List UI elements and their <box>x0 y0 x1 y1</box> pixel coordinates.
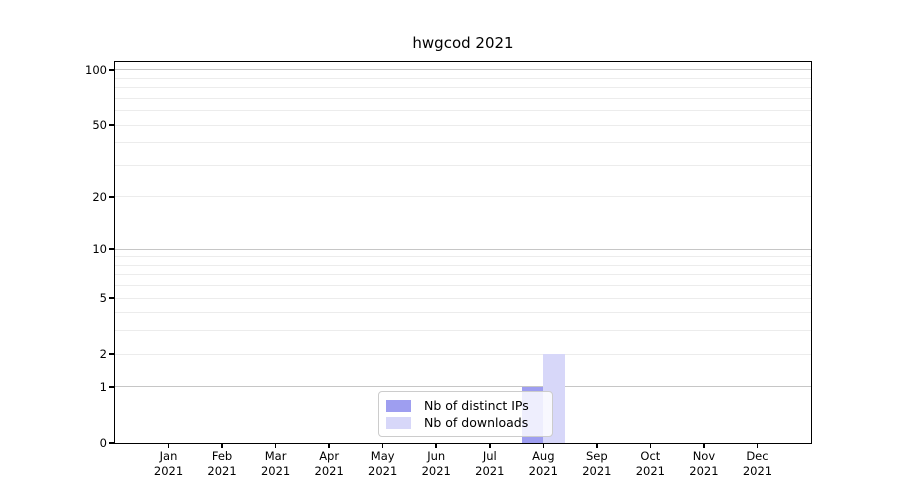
x-tick-mark <box>381 443 384 448</box>
minor-gridline <box>115 297 811 299</box>
x-tick-month: Nov <box>692 449 716 463</box>
x-tick-label: Jul 2021 <box>460 449 520 479</box>
x-tick-month: Aug <box>532 449 555 463</box>
minor-gridline <box>115 274 811 276</box>
y-tick-label: 5 <box>99 291 107 306</box>
x-tick-label: Mar 2021 <box>246 449 306 479</box>
y-tick-mark <box>109 69 114 71</box>
x-tick-year: 2021 <box>153 464 184 478</box>
x-tick-label: Sep 2021 <box>567 449 627 479</box>
minor-gridline <box>115 77 811 79</box>
x-tick-month: Feb <box>211 449 233 463</box>
x-tick-mark <box>756 443 759 448</box>
major-gridline <box>115 248 811 250</box>
x-tick-label: Dec 2021 <box>727 449 787 479</box>
x-tick-month: Apr <box>319 449 340 463</box>
x-tick-month: Mar <box>264 449 287 463</box>
x-tick-year: 2021 <box>528 464 558 478</box>
downloads-swatch-icon <box>386 416 411 429</box>
x-tick-mark <box>542 443 545 448</box>
x-tick-mark <box>489 443 491 448</box>
x-tick-year: 2021 <box>742 464 773 478</box>
minor-gridline <box>115 256 811 258</box>
x-tick-mark <box>596 443 598 448</box>
x-tick-mark <box>274 443 277 448</box>
x-tick-year: 2021 <box>207 464 237 478</box>
x-tick-year: 2021 <box>689 464 719 478</box>
x-tick-label: Aug 2021 <box>513 449 573 479</box>
minor-gridline <box>115 312 811 314</box>
x-tick-label: May 2021 <box>353 449 413 479</box>
legend-label: Nb of downloads <box>424 415 529 430</box>
y-tick-mark <box>109 196 114 198</box>
x-tick-mark <box>167 443 170 448</box>
y-tick-mark <box>109 442 114 444</box>
x-tick-mark <box>221 443 223 448</box>
minor-gridline <box>115 142 811 144</box>
legend: Nb of distinct IPs Nb of downloads <box>378 391 553 437</box>
x-tick-month: Dec <box>746 449 769 463</box>
x-tick-month: Jul <box>482 449 497 463</box>
x-tick-month: Sep <box>586 449 608 463</box>
x-tick-label: Jun 2021 <box>406 449 466 479</box>
y-tick-mark <box>109 353 114 355</box>
minor-gridline <box>115 353 811 355</box>
x-tick-label: Oct 2021 <box>620 449 680 479</box>
y-tick-label: 1 <box>99 379 107 394</box>
minor-gridline <box>115 285 811 287</box>
minor-gridline <box>115 196 811 198</box>
x-tick-mark <box>328 443 330 448</box>
y-tick-mark <box>109 297 114 299</box>
y-tick-mark <box>109 248 114 250</box>
legend-item-distinct-ips: Nb of distinct IPs <box>386 397 544 414</box>
x-tick-year: 2021 <box>475 464 505 478</box>
y-tick-label: 2 <box>99 347 107 362</box>
y-tick-label: 100 <box>85 62 107 77</box>
x-tick-label: Nov 2021 <box>674 449 734 479</box>
legend-label: Nb of distinct IPs <box>424 398 529 413</box>
x-tick-month: May <box>370 449 395 463</box>
x-tick-label: Jan 2021 <box>139 449 199 479</box>
x-tick-month: Jan <box>159 449 178 463</box>
y-tick-label: 0 <box>99 436 107 450</box>
minor-gridline <box>115 330 811 332</box>
y-tick-label: 10 <box>92 242 107 257</box>
minor-gridline <box>115 87 811 89</box>
x-tick-month: Oct <box>640 449 661 463</box>
x-tick-year: 2021 <box>635 464 666 478</box>
minor-gridline <box>115 110 811 112</box>
minor-gridline <box>115 164 811 166</box>
y-tick-label: 20 <box>92 189 107 204</box>
x-tick-year: 2021 <box>421 464 451 478</box>
x-tick-year: 2021 <box>368 464 398 478</box>
distinct-ips-swatch-icon <box>386 399 411 412</box>
chart-title: hwgcod 2021 <box>412 34 514 52</box>
y-tick-label: 50 <box>92 118 107 133</box>
x-tick-month: Jun <box>427 449 446 463</box>
x-tick-label: Apr 2021 <box>299 449 359 479</box>
major-gridline <box>115 386 811 388</box>
minor-gridline <box>115 124 811 126</box>
legend-item-downloads: Nb of downloads <box>386 414 544 431</box>
x-tick-year: 2021 <box>260 464 291 478</box>
x-tick-mark <box>435 443 437 448</box>
x-tick-mark <box>649 443 652 448</box>
minor-gridline <box>115 264 811 266</box>
major-gridline <box>115 69 811 71</box>
minor-gridline <box>115 97 811 99</box>
y-tick-mark <box>109 124 114 126</box>
x-tick-year: 2021 <box>582 464 612 478</box>
x-tick-mark <box>703 443 705 448</box>
y-tick-mark <box>109 386 114 388</box>
x-tick-label: Feb 2021 <box>192 449 252 479</box>
x-tick-year: 2021 <box>314 464 344 478</box>
